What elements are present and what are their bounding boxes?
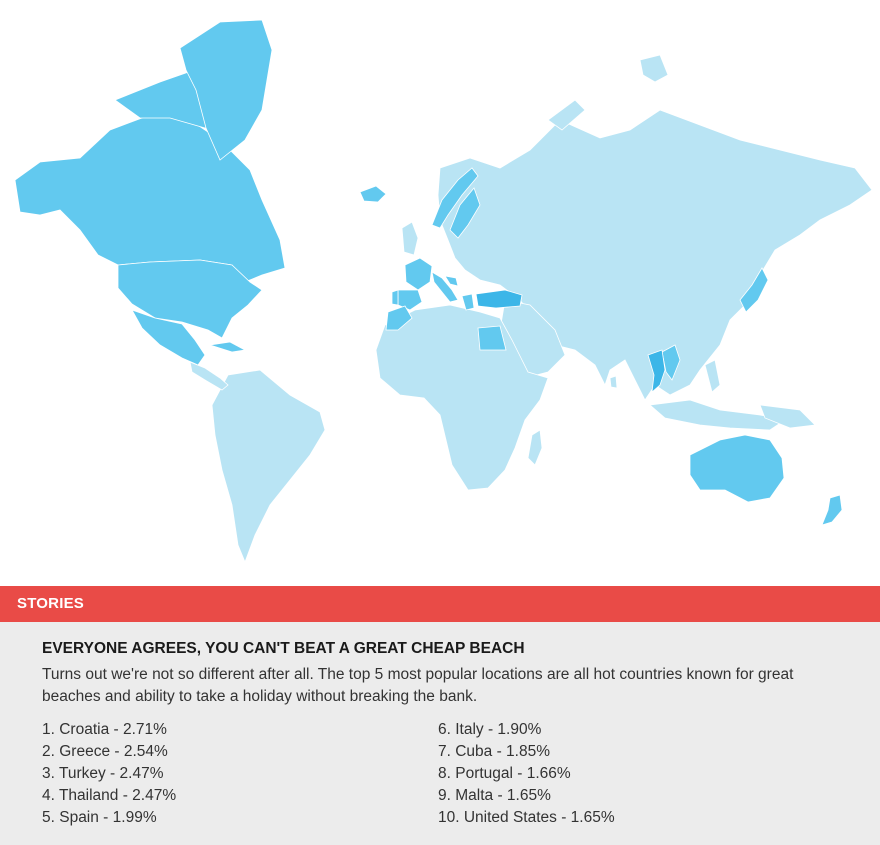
region-cuba [209,341,247,353]
ranking-item: 6. Italy - 1.90% [438,721,542,738]
region-madagascar [527,429,543,466]
region-svalbard [639,54,669,83]
region-thailand [647,349,666,393]
region-portugal [391,289,399,306]
region-norway [431,167,479,229]
ranking-item: 5. Spain - 1.99% [42,809,157,826]
region-croatia [444,275,459,287]
world-map-svg [14,19,873,564]
region-sri-lanka [609,375,618,389]
region-africa [375,304,549,491]
region-japan [739,267,769,313]
region-novaya-zemlya [547,99,586,131]
region-indonesia [649,399,787,431]
region-iceland [359,185,387,203]
region-sweden [449,187,481,239]
region-united-states [117,259,263,339]
story-panel: EVERYONE AGREES, YOU CAN'T BEAT A GREAT … [0,622,880,845]
region-egypt [477,325,507,351]
region-greenland [179,19,273,161]
ranking-item: 7. Cuba - 1.85% [438,743,551,760]
region-canada [14,114,286,283]
world-map [14,19,873,564]
region-france [404,257,433,291]
region-uk [401,221,419,256]
region-new-zealand [821,494,843,526]
ranking-item: 10. United States - 1.65% [438,809,615,826]
region-philippines [704,359,721,393]
ranking-item: 4. Thailand - 2.47% [42,787,177,804]
story-body: Turns out we're not so different after a… [42,666,794,705]
ranking-item: 2. Greece - 2.54% [42,743,168,760]
region-morocco [385,305,413,331]
region-mexico [131,309,206,366]
region-new-guinea [759,404,816,429]
region-italy [431,271,459,303]
rankings-left-list: 1. Croatia - 2.71% 2. Greece - 2.54% 3. … [42,719,176,829]
region-turkey [475,289,523,309]
region-australia [689,434,785,503]
rankings-right-list: 6. Italy - 1.90% 7. Cuba - 1.85% 8. Port… [438,719,615,829]
region-greece [461,293,475,311]
region-south-america [211,369,326,564]
ranking-item: 1. Croatia - 2.71% [42,721,167,738]
region-vietnam [661,344,681,381]
ranking-item: 9. Malta - 1.65% [438,787,551,804]
stories-header-label: STORIES [17,595,84,612]
region-central-america [189,361,229,391]
stories-header-bar: STORIES [0,586,880,622]
ranking-item: 8. Portugal - 1.66% [438,765,571,782]
ranking-item: 3. Turkey - 2.47% [42,765,164,782]
story-title: EVERYONE AGREES, YOU CAN'T BEAT A GREAT … [42,640,525,657]
